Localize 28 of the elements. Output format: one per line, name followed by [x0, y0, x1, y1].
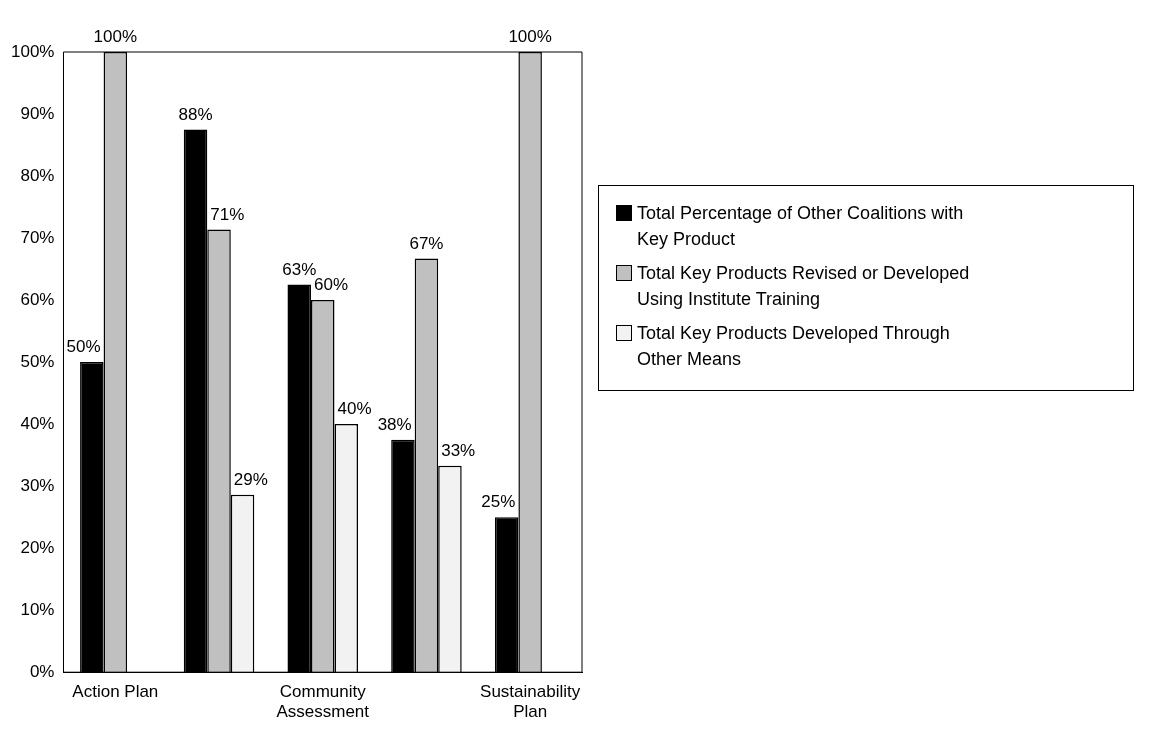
y-tick-label: 0% [29, 661, 55, 681]
legend-label: Total Percentage of Other Coalitions with Key Product [637, 202, 965, 251]
data-label: 40% [337, 399, 372, 419]
y-tick-label: 20% [20, 537, 55, 557]
data-label: 100% [508, 27, 552, 47]
data-label: 88% [178, 104, 213, 124]
data-label: 25% [481, 492, 516, 512]
data-label: 71% [210, 204, 245, 224]
legend-label: Total Key Products Revised or Developed Using Institute Training [637, 262, 971, 311]
y-tick-label: 60% [20, 289, 55, 309]
y-tick-label: 70% [20, 227, 55, 247]
y-tick-label: 90% [20, 103, 55, 123]
y-tick-label: 30% [20, 475, 55, 495]
y-tick-label: 80% [20, 165, 55, 185]
x-tick-label: Community Assessment [276, 682, 370, 722]
data-label: 100% [93, 27, 138, 47]
y-tick-label: 100% [11, 41, 55, 61]
y-tick-label: 10% [20, 599, 55, 619]
data-label: 50% [66, 337, 101, 357]
x-tick-label: Sustainability Plan [480, 682, 581, 722]
y-tick-label: 50% [20, 351, 55, 371]
data-label: 38% [377, 414, 412, 434]
data-label: 33% [441, 440, 476, 460]
y-tick-label: 40% [20, 413, 55, 433]
x-tick-label: Action Plan [72, 682, 159, 702]
legend-label: Total Key Products Developed Through Other Means [637, 322, 951, 371]
data-label: 67% [409, 233, 444, 253]
data-label: 29% [233, 470, 268, 490]
